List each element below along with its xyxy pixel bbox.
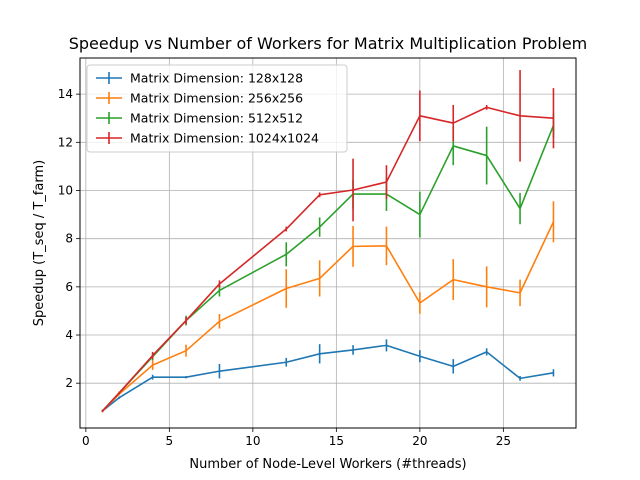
series-2 [103,201,554,412]
y-tick-label: 8 [65,232,73,246]
y-tick-label: 4 [65,328,73,342]
y-tick-label: 6 [65,280,73,294]
series-1 [103,339,554,412]
y-tick-label: 14 [58,87,73,101]
y-tick-label: 12 [58,135,73,149]
chart-title: Speedup vs Number of Workers for Matrix … [69,34,588,53]
legend-label: Matrix Dimension: 1024x1024 [130,131,319,146]
x-tick-label: 0 [82,434,90,448]
series-line [103,222,554,411]
legend-label: Matrix Dimension: 128x128 [130,71,303,86]
y-tick-label: 2 [65,376,73,390]
series-3 [103,113,554,412]
x-axis-label: Number of Node-Level Workers (#threads) [189,457,466,472]
y-ticks: 2 4 6 8 10 12 14 [58,87,80,390]
legend-label: Matrix Dimension: 512x512 [130,111,303,126]
legend-label: Matrix Dimension: 256x256 [130,91,303,106]
y-axis-label: Speedup (T_seq / T_farm) [32,160,47,326]
legend: Matrix Dimension: 128x128 Matrix Dimensio… [87,65,347,152]
y-tick-label: 10 [58,183,73,197]
series-line [103,107,554,411]
x-tick-label: 15 [329,434,344,448]
x-tick-label: 5 [166,434,174,448]
x-tick-label: 20 [412,434,427,448]
x-ticks: 0 5 10 15 20 25 [82,428,511,448]
series-line [103,345,554,411]
series-line [103,125,554,410]
x-tick-label: 25 [496,434,511,448]
legend-entry: Matrix Dimension: 1024x1024 [96,131,319,146]
x-tick-label: 10 [245,434,260,448]
